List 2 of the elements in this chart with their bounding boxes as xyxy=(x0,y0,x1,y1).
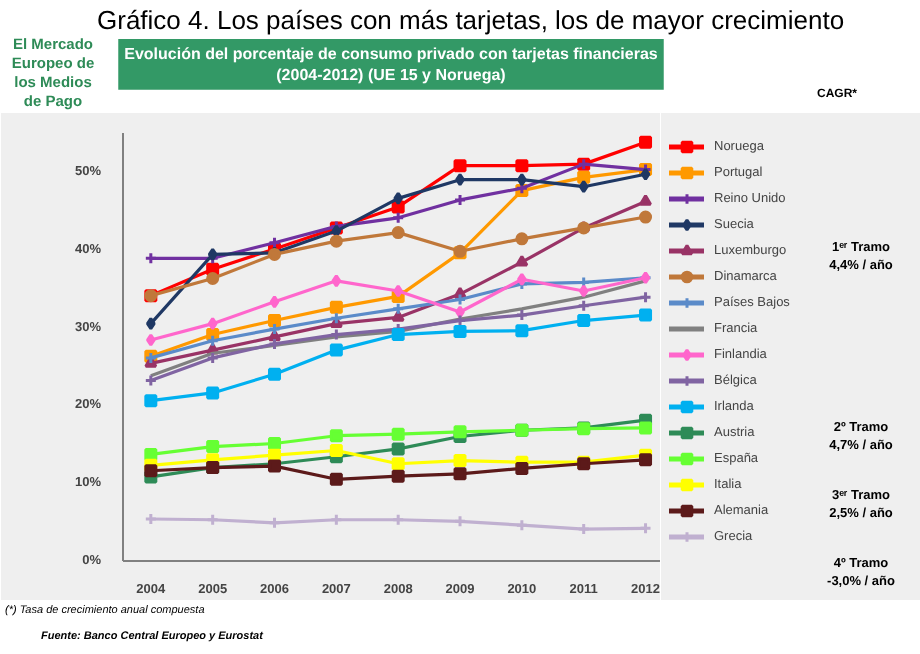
chart-subtitle: Evolución del porcentaje de consumo privado con tarjetas financieras (2004-2012) (UE 15 y Noruega) xyxy=(124,45,659,84)
chart-title: Gráfico 4. Los países con más tarjetas, los de mayor crecimiento xyxy=(97,5,845,35)
